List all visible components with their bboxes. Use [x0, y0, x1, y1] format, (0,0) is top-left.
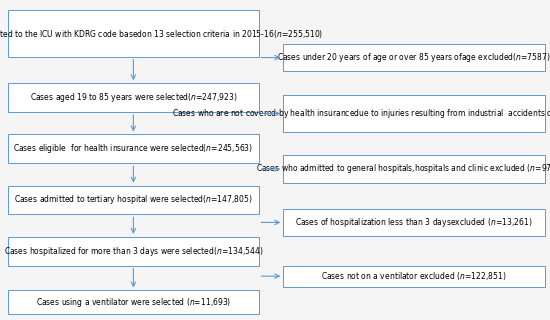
Text: Cases under 20 years of age or over 85 years ofage excluded($n$=7587): Cases under 20 years of age or over 85 y… [277, 51, 550, 64]
Text: Cases admitted to tertiary hospital were selected($n$=147,805): Cases admitted to tertiary hospital were… [14, 194, 253, 206]
Text: Cases using a ventilator were selected ($n$=11,693): Cases using a ventilator were selected (… [36, 296, 231, 309]
Text: Cases who admitted to general hospitals,hospitals and clinic excluded ($n$=97,75: Cases who admitted to general hospitals,… [256, 163, 550, 175]
Text: Cases of hospitalization less than 3 daysexcluded ($n$=13,261): Cases of hospitalization less than 3 day… [295, 216, 532, 229]
FancyBboxPatch shape [8, 134, 258, 163]
FancyBboxPatch shape [283, 44, 544, 71]
FancyBboxPatch shape [8, 186, 258, 214]
FancyBboxPatch shape [283, 156, 544, 182]
Text: Cases hospitalized for more than 3 days were selected($n$=134,544): Cases hospitalized for more than 3 days … [4, 245, 263, 258]
FancyBboxPatch shape [8, 10, 258, 57]
Text: Cases who are not covered by health insurancedue to injuries resulting from indu: Cases who are not covered by health insu… [172, 107, 550, 120]
Text: Cases aged 19 to 85 years were selected($n$=247,923): Cases aged 19 to 85 years were selected(… [30, 91, 237, 104]
FancyBboxPatch shape [283, 209, 544, 236]
Text: Cases eligible  for health insurance were selected($n$=245,563): Cases eligible for health insurance were… [13, 142, 254, 155]
FancyBboxPatch shape [283, 266, 544, 287]
FancyBboxPatch shape [8, 291, 258, 314]
FancyBboxPatch shape [8, 237, 258, 266]
Text: Cases not on a ventilator excluded ($n$=122,851): Cases not on a ventilator excluded ($n$=… [321, 270, 507, 282]
FancyBboxPatch shape [8, 83, 258, 112]
FancyBboxPatch shape [283, 95, 544, 132]
Text: Patients admitted to the ICU with KDRG code basedon 13 selection criteria in 201: Patients admitted to the ICU with KDRG c… [0, 28, 323, 40]
